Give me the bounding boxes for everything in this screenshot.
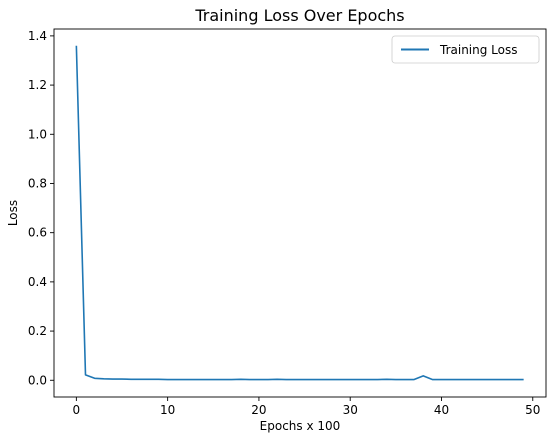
series-layer <box>75 45 524 381</box>
y-tick-label: 1.4 <box>28 29 47 43</box>
y-axis: 0.0 0.2 0.4 0.6 0.8 1.0 1.2 1.4 <box>28 29 54 387</box>
x-tick-label: 0 <box>73 403 81 417</box>
x-tick-label: 20 <box>251 403 266 417</box>
y-tick-label: 0.0 <box>28 373 47 387</box>
x-tick-label: 30 <box>343 403 358 417</box>
x-axis-label: Epochs x 100 <box>260 419 341 433</box>
x-axis: 0 10 20 30 40 50 <box>73 397 540 417</box>
y-tick-label: 1.0 <box>28 127 47 141</box>
x-tick-label: 50 <box>525 403 540 417</box>
x-tick-label: 10 <box>160 403 175 417</box>
y-tick-label: 1.2 <box>28 78 47 92</box>
y-tick-label: 0.2 <box>28 324 47 338</box>
plot-area <box>53 28 547 398</box>
x-tick-label: 40 <box>434 403 449 417</box>
y-axis-label: Loss <box>6 200 20 226</box>
chart-title: Training Loss Over Epochs <box>194 6 404 25</box>
legend-box <box>391 35 540 64</box>
y-tick-label: 0.8 <box>28 176 47 190</box>
legend-label-training-loss: Training Loss <box>439 43 517 57</box>
series-line-training-loss <box>75 45 524 381</box>
legend: Training Loss <box>391 35 540 64</box>
y-tick-label: 0.6 <box>28 226 47 240</box>
y-tick-label: 0.4 <box>28 275 47 289</box>
